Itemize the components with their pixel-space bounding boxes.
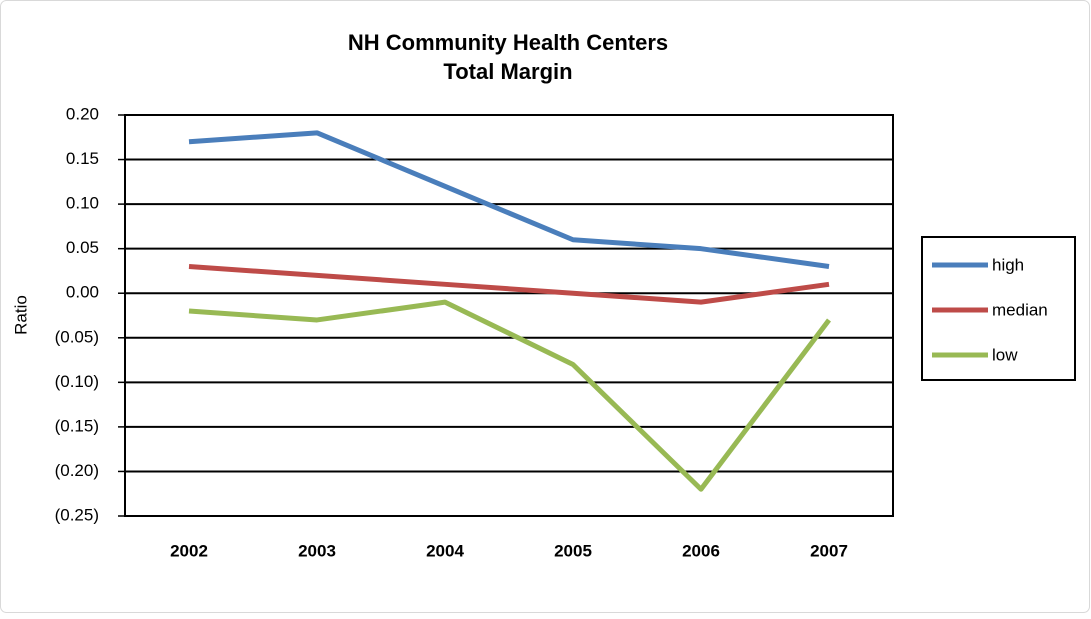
y-tick-label: (0.25) [55, 505, 99, 524]
y-tick-label: 0.10 [66, 194, 99, 213]
y-tick-label: (0.05) [55, 327, 99, 346]
x-tick-label: 2002 [170, 541, 208, 560]
x-tick-label: 2007 [810, 541, 848, 560]
legend-label: high [992, 255, 1024, 274]
y-tick-label: 0.15 [66, 149, 99, 168]
chart-subtitle: Total Margin [443, 59, 572, 84]
y-axis-label: Ratio [11, 295, 30, 335]
legend-label: median [992, 300, 1048, 319]
x-tick-label: 2004 [426, 541, 464, 560]
x-tick-label: 2006 [682, 541, 720, 560]
y-tick-label: (0.20) [55, 461, 99, 480]
x-tick-label: 2003 [298, 541, 336, 560]
chart-title: NH Community Health Centers [348, 30, 668, 55]
y-tick-label: (0.10) [55, 372, 99, 391]
x-tick-label: 2005 [554, 541, 592, 560]
plot-border [124, 114, 894, 517]
legend-label: low [992, 345, 1018, 364]
y-tick-label: 0.00 [66, 283, 99, 302]
y-tick-label: 0.05 [66, 238, 99, 257]
y-tick-label: 0.20 [66, 104, 99, 123]
series-line [188, 263, 830, 305]
series-line [188, 299, 831, 492]
y-tick-label: (0.15) [55, 416, 99, 435]
series-line [188, 130, 830, 269]
